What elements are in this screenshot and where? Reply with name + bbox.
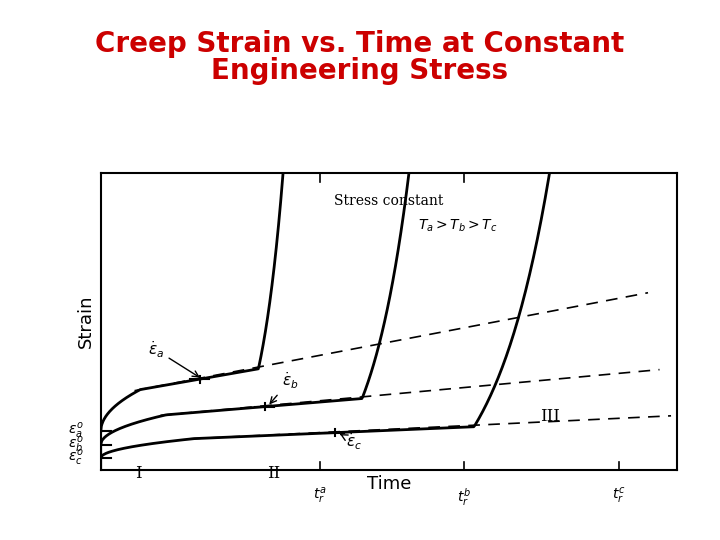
Text: Creep Strain vs. Time at Constant: Creep Strain vs. Time at Constant (95, 30, 625, 58)
Text: $\dot{\varepsilon}_c$: $\dot{\varepsilon}_c$ (341, 431, 362, 452)
Text: $\dot{\varepsilon}_b$: $\dot{\varepsilon}_b$ (270, 370, 298, 403)
Text: II: II (267, 465, 280, 482)
Text: Engineering Stress: Engineering Stress (212, 57, 508, 85)
Text: I: I (135, 465, 142, 482)
Text: $t^b_r$: $t^b_r$ (456, 486, 471, 508)
Text: $t^a_r$: $t^a_r$ (312, 486, 327, 506)
Text: Stress constant: Stress constant (334, 193, 444, 207)
Text: $\dot{\varepsilon}_a$: $\dot{\varepsilon}_a$ (148, 340, 199, 377)
X-axis label: Time: Time (366, 475, 411, 494)
Text: $T_a > T_b > T_c$: $T_a > T_b > T_c$ (418, 217, 498, 234)
Y-axis label: Strain: Strain (77, 294, 95, 348)
Text: $t^c_r$: $t^c_r$ (613, 486, 626, 506)
Text: $\varepsilon^o_b$: $\varepsilon^o_b$ (68, 435, 84, 455)
Text: $\varepsilon^o_a$: $\varepsilon^o_a$ (68, 421, 84, 441)
Text: III: III (540, 408, 560, 425)
Text: $\varepsilon^o_c$: $\varepsilon^o_c$ (68, 448, 84, 468)
